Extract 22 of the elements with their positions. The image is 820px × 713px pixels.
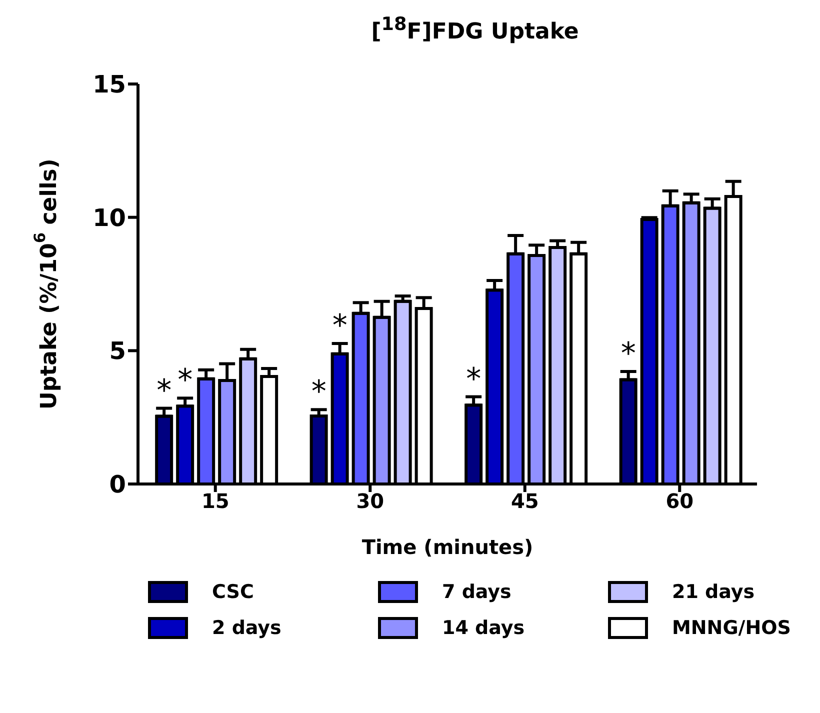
legend-label: CSC <box>212 581 254 603</box>
annotation: * <box>620 336 636 372</box>
x-tick-label: 15 <box>201 489 230 514</box>
x-tick-label: 30 <box>356 489 384 514</box>
chart-title: [$^{18}$F]FDG Uptake <box>370 14 580 46</box>
x-tick-label: 45 <box>510 489 539 514</box>
y-tick-label: 10 <box>92 204 126 232</box>
legend-label: 7 days <box>442 581 512 603</box>
legend-label: 21 days <box>672 581 755 603</box>
legend-label: 14 days <box>442 617 525 639</box>
y-tick-label: 15 <box>92 70 126 99</box>
annotation: * <box>178 363 193 398</box>
x-tick-label: 60 <box>666 489 694 514</box>
annotation: * <box>311 374 326 410</box>
x-axis-title: Time (minutes) <box>362 535 534 559</box>
legend-label: 2 days <box>212 617 282 639</box>
annotation: * <box>332 308 348 344</box>
annotation: * <box>156 373 172 408</box>
y-tick-label: 0 <box>109 470 126 499</box>
y-tick-label: 5 <box>109 337 126 366</box>
annotation: * <box>466 362 482 397</box>
legend-label: MNNG/HOS <box>672 617 791 639</box>
